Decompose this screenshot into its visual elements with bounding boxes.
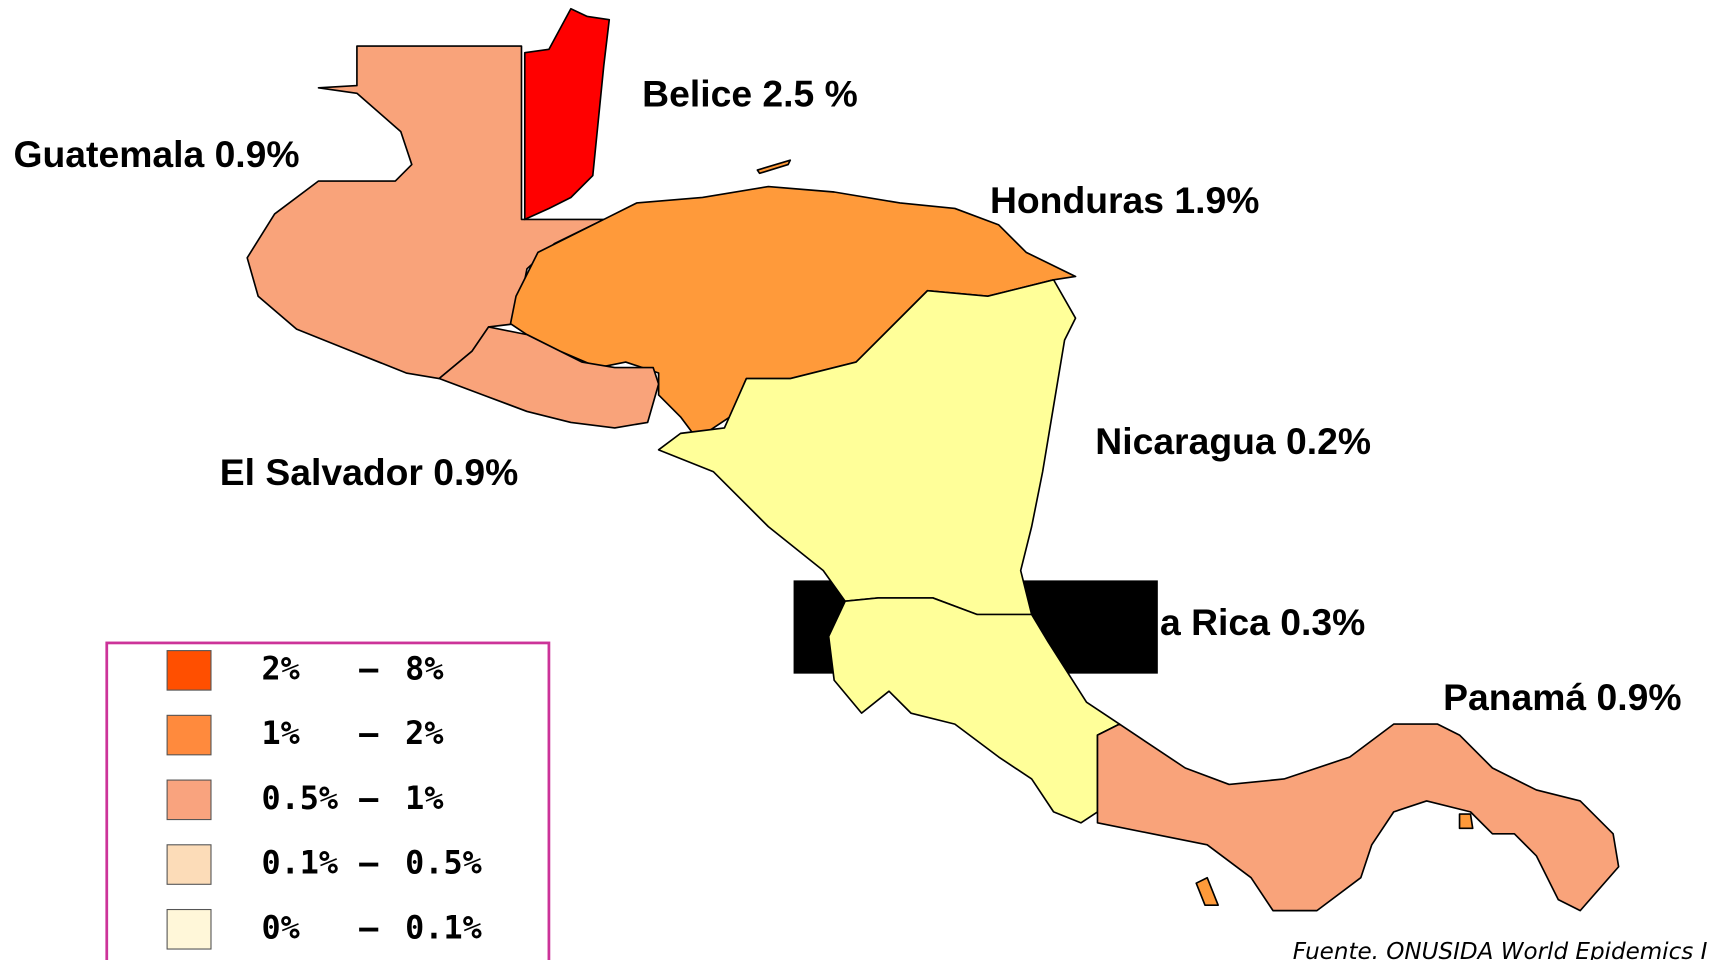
legend-dash: – — [359, 844, 379, 882]
island — [756, 159, 792, 175]
country-label: Panamá 0.9% — [1443, 676, 1681, 718]
legend-dash: – — [359, 649, 379, 687]
legend-from: 0.1% — [261, 844, 338, 882]
legend-from: 0% — [261, 908, 299, 946]
legend-dash: – — [359, 908, 379, 946]
legend-to: 0.1% — [405, 908, 482, 946]
panama — [1096, 723, 1620, 912]
country-label: Guatemala 0.9% — [14, 133, 300, 175]
legend-from: 2% — [261, 649, 299, 687]
legend-to: 8% — [405, 649, 443, 687]
country-label: El Salvador 0.9% — [220, 451, 519, 493]
island — [1458, 813, 1474, 830]
legend-dash: – — [359, 714, 379, 752]
source: Fuente. ONUSIDA World Epidemics I — [1293, 939, 1708, 960]
island — [1195, 876, 1219, 906]
el-salvador — [438, 326, 660, 429]
legend: 2% –8%1% –2%0.5% –1%0.1% –0.5%0% –0.1% — [166, 649, 482, 950]
legend-swatch — [166, 650, 212, 691]
legend-dash: – — [359, 779, 379, 817]
legend-swatch — [166, 908, 212, 950]
legend-swatch — [166, 779, 212, 821]
belize — [523, 7, 611, 221]
legend-to: 2% — [405, 714, 443, 752]
country-label: Nicaragua 0.2% — [1095, 420, 1371, 462]
legend-from: 1% — [261, 714, 299, 752]
legend-to: 1% — [405, 779, 443, 817]
country-label: a Rica 0.3% — [1160, 601, 1365, 643]
costa-rica — [827, 597, 1121, 824]
legend-box — [105, 641, 551, 960]
country-label: Belice 2.5 % — [642, 72, 858, 114]
legend-swatch — [166, 714, 212, 756]
legend-from: 0.5% — [261, 779, 338, 817]
legend-to: 0.5% — [405, 844, 482, 882]
legend-swatch — [166, 844, 212, 885]
country-label: Honduras 1.9% — [990, 179, 1259, 221]
